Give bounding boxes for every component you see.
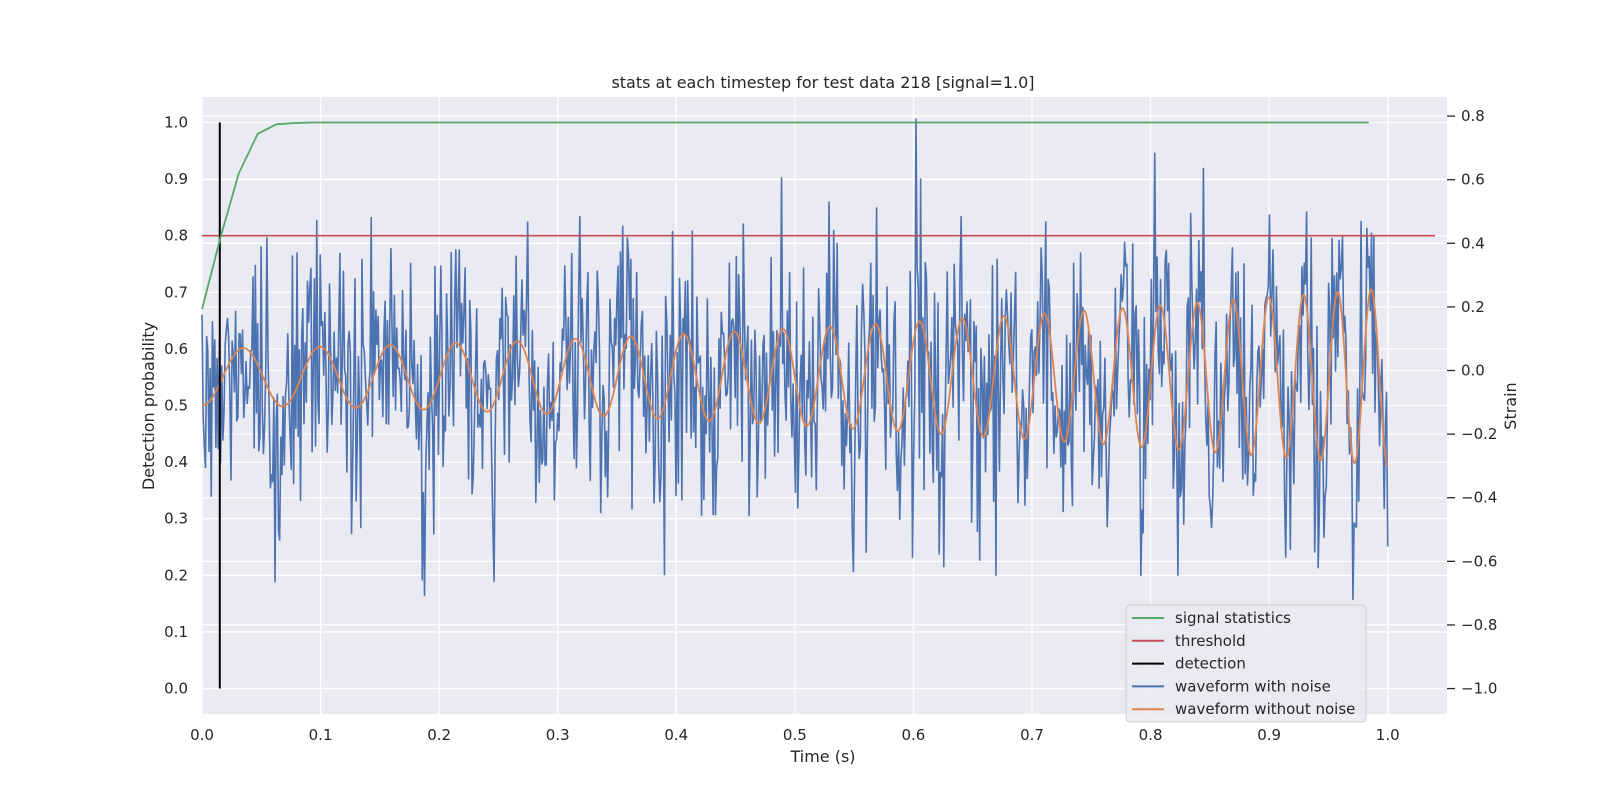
y-right-tick-label: 0.8 [1461, 107, 1485, 125]
y-axis-right-label: Strain [1501, 382, 1520, 429]
x-tick-label: 0.5 [783, 726, 807, 744]
x-tick-label: 0.7 [1020, 726, 1044, 744]
y-left-tick-label: 0.7 [164, 283, 188, 301]
axis-ticks: 0.0 0.1 0.2 0.3 0.4 0.5 0.6 0.7 0.8 0.9 1.0 0.0 0.1 0… [164, 107, 1497, 744]
legend-box [1125, 604, 1367, 723]
legend: signal statistics threshold detection wavef… [1125, 604, 1367, 723]
y-left-tick-label: 1.0 [164, 113, 188, 131]
y-right-tick-label: −0.4 [1461, 489, 1497, 507]
y-left-tick-label: 0.6 [164, 340, 188, 358]
series-waveform-with-noise [201, 118, 1389, 601]
series-waveform-without-noise [201, 287, 1389, 467]
y-axis-left-label: Detection probability [139, 322, 158, 490]
x-tick-label: 0.9 [1257, 726, 1281, 744]
x-tick-label: 0.0 [190, 726, 214, 744]
y-right-tick-label: 0.4 [1461, 234, 1485, 252]
y-left-tick-label: 0.0 [164, 680, 188, 698]
series-signal-statistics [201, 121, 1369, 310]
x-tick-label: 0.3 [546, 726, 570, 744]
y-left-tick-label: 0.2 [164, 566, 188, 584]
x-tick-label: 0.8 [1139, 726, 1163, 744]
x-tick-label: 1.0 [1376, 726, 1400, 744]
y-right-tick-label: −0.2 [1461, 425, 1497, 443]
legend-entry-label: waveform with noise [1175, 677, 1331, 695]
x-tick-label: 0.2 [427, 726, 451, 744]
y-right-tick-label: 0.6 [1461, 171, 1485, 189]
x-tick-label: 0.6 [901, 726, 925, 744]
y-left-tick-label: 0.4 [164, 453, 188, 471]
x-axis-label: Time (s) [789, 747, 855, 766]
y-right-tick-label: 0.2 [1461, 298, 1485, 316]
chart-title: stats at each timestep for test data 218… [611, 73, 1034, 92]
legend-entry-label: signal statistics [1175, 609, 1291, 627]
series-layer [201, 118, 1436, 689]
y-right-tick-label: −0.6 [1461, 552, 1497, 570]
legend-entry-label: waveform without noise [1175, 700, 1355, 718]
y-right-tick-label: −0.8 [1461, 616, 1497, 634]
y-left-tick-label: 0.9 [164, 170, 188, 188]
y-right-tick-label: −1.0 [1461, 680, 1497, 698]
y-left-tick-label: 0.8 [164, 227, 188, 245]
y-left-tick-label: 0.3 [164, 510, 188, 528]
y-right-tick-label: 0.0 [1461, 362, 1485, 380]
y-left-tick-label: 0.5 [164, 397, 188, 415]
legend-entry-label: detection [1175, 655, 1246, 673]
x-tick-label: 0.1 [309, 726, 333, 744]
x-tick-label: 0.4 [664, 726, 688, 744]
y-left-tick-label: 0.1 [164, 623, 188, 641]
legend-entry-label: threshold [1175, 632, 1246, 650]
